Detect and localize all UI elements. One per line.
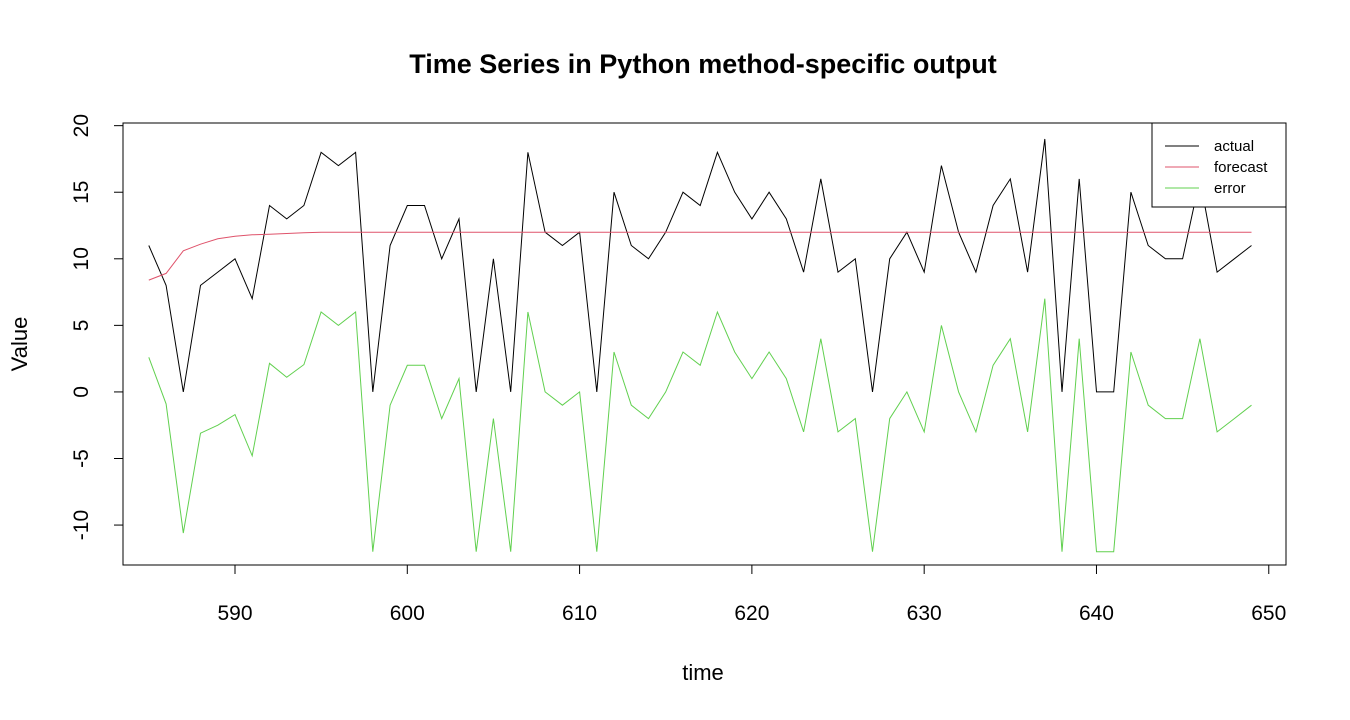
- x-tick-label: 620: [734, 602, 769, 625]
- y-tick-label: 0: [70, 386, 93, 398]
- y-tick-label: 10: [70, 247, 93, 270]
- x-tick-label: 610: [562, 602, 597, 625]
- x-tick-label: 600: [390, 602, 425, 625]
- chart-title: Time Series in Python method-specific ou…: [409, 49, 997, 79]
- series-layer: [148, 138, 1252, 553]
- x-axis-label: time: [682, 660, 724, 685]
- y-tick-label: -5: [70, 449, 93, 468]
- x-axis: 590 600 610 620 630 640 650: [217, 564, 1286, 625]
- legend-label-actual: actual: [1214, 138, 1254, 155]
- series-line-forecast: [148, 231, 1252, 281]
- legend-box: [1151, 122, 1287, 208]
- legend-label-error: error: [1214, 180, 1246, 197]
- series-line-error: [148, 298, 1252, 553]
- x-tick-label: 650: [1251, 602, 1286, 625]
- y-tick-label: 5: [70, 320, 93, 332]
- y-tick-label: 15: [70, 181, 93, 204]
- y-tick-label: 20: [70, 114, 93, 137]
- x-tick-label: 630: [907, 602, 942, 625]
- series-line-actual: [148, 138, 1252, 393]
- legend: actual forecast error: [1151, 122, 1287, 208]
- x-tick-label: 590: [217, 602, 252, 625]
- plot-area-frame: [122, 122, 1287, 566]
- legend-label-forecast: forecast: [1214, 159, 1268, 176]
- y-axis: -10 -5 0 5 10 15 20: [70, 114, 124, 540]
- x-tick-label: 640: [1079, 602, 1114, 625]
- y-axis-label: Value: [7, 317, 32, 372]
- y-tick-label: -10: [70, 510, 93, 540]
